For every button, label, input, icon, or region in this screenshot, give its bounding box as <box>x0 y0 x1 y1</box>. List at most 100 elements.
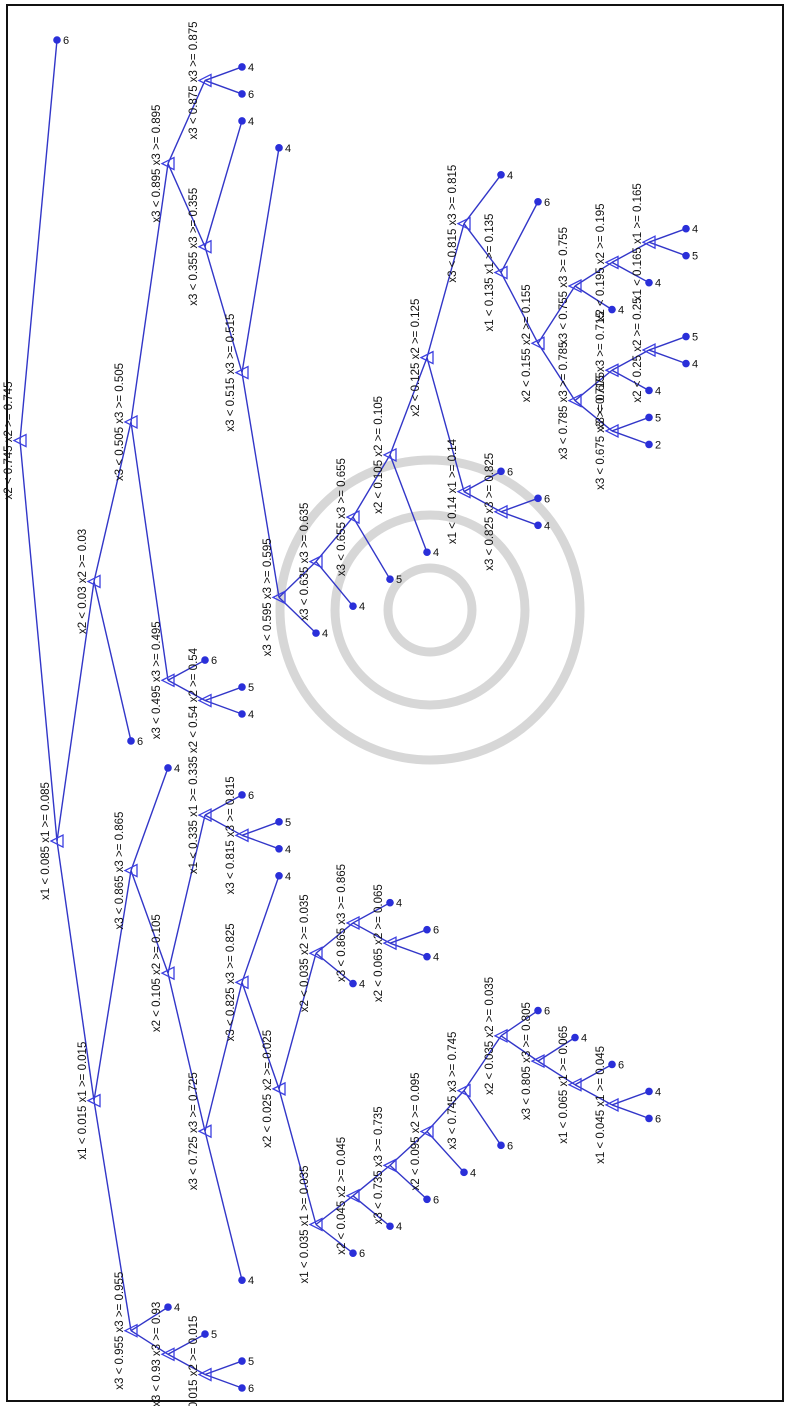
split-node-marker-41 <box>530 336 545 351</box>
split-node-label-24: x3 < 0.815 x3 >= 0.815 <box>225 776 237 894</box>
leaf-class-label-9: 6 <box>507 1140 513 1152</box>
leaf-node-marker-20 <box>275 845 283 853</box>
leaf-node-marker-3 <box>164 1303 172 1311</box>
leaf-class-label-49: 4 <box>248 62 254 74</box>
split-node-label-22: x2 < 0.065 x2 >= 0.065 <box>373 884 385 1002</box>
tree-edge <box>167 814 206 974</box>
leaf-node-marker-42 <box>682 251 690 260</box>
leaf-node-marker-31 <box>423 548 431 557</box>
leaf-node-marker-48 <box>238 90 246 98</box>
leaf-class-label-24: 6 <box>137 736 143 748</box>
split-node-label-8: x3 < 0.725 x3 >= 0.725 <box>188 1072 200 1190</box>
tree-edge <box>204 246 243 373</box>
leaf-node-marker-19 <box>275 871 283 880</box>
split-node-label-27: x3 < 0.495 x3 >= 0.495 <box>151 621 163 739</box>
split-node-label-0: x2 < 0.745 x2 >= 0.745 <box>3 382 15 500</box>
split-node-label-12: x2 < 0.045 x2 >= 0.045 <box>336 1137 348 1255</box>
tree-edge <box>537 285 576 344</box>
tree-edge <box>500 201 539 273</box>
tree-edge <box>130 163 169 423</box>
leaf-node-marker-37 <box>645 386 653 395</box>
split-node-label-18: x1 < 0.065 x1 >= 0.065 <box>558 1026 570 1144</box>
split-node-marker-24 <box>234 828 249 843</box>
tree-edge <box>204 1131 243 1281</box>
leaf-node-marker-1 <box>238 1357 246 1365</box>
split-node-marker-30 <box>197 239 212 254</box>
leaf-node-marker-39 <box>682 332 690 341</box>
split-node-marker-33 <box>308 554 323 569</box>
leaf-class-label-30: 5 <box>396 574 402 586</box>
split-node-marker-18 <box>567 1077 582 1092</box>
leaf-node-marker-8 <box>460 1168 468 1177</box>
tree-edge <box>426 1090 465 1132</box>
leaf-node-marker-12 <box>608 1060 616 1069</box>
split-node-marker-47 <box>604 255 619 270</box>
leaf-class-label-13: 4 <box>581 1033 587 1045</box>
leaf-class-label-28: 4 <box>322 628 328 640</box>
leaf-class-label-10: 6 <box>655 1113 661 1125</box>
split-node-label-30: x3 < 0.355 x3 >= 0.355 <box>188 188 200 306</box>
leaf-class-label-46: 4 <box>285 143 291 155</box>
tree-edge <box>241 147 280 373</box>
split-node-marker-27 <box>160 673 175 688</box>
tree-edge <box>537 342 576 401</box>
split-node-label-10: x2 < 0.025 x2 >= 0.025 <box>262 1030 274 1148</box>
leaf-class-label-8: 4 <box>470 1167 476 1179</box>
tree-edges <box>19 39 687 1389</box>
split-node-label-20: x2 < 0.035 x2 >= 0.035 <box>299 894 311 1012</box>
leaf-node-marker-23 <box>164 764 172 772</box>
tree-edge <box>352 516 391 580</box>
split-node-label-29: x3 < 0.895 x3 >= 0.895 <box>151 105 163 223</box>
leaf-class-label-17: 6 <box>433 925 439 937</box>
split-node-marker-49 <box>197 73 212 88</box>
split-node-label-37: x1 < 0.14 x1 >= 0.14 <box>447 438 459 544</box>
split-node-label-35: x2 < 0.105 x2 >= 0.105 <box>373 396 385 514</box>
split-node-label-36: x2 < 0.125 x2 >= 0.125 <box>410 299 422 417</box>
leaf-class-label-34: 6 <box>507 466 513 478</box>
leaf-class-label-50: 6 <box>63 35 69 47</box>
tree-edge <box>130 421 169 681</box>
split-node-marker-34 <box>345 510 360 525</box>
leaf-node-marker-15 <box>349 979 357 988</box>
leaf-node-marker-6 <box>386 1222 394 1231</box>
leaf-node-marker-43 <box>682 224 690 233</box>
leaf-node-marker-0 <box>238 1384 246 1392</box>
split-node-label-16: x2 < 0.035 x2 >= 0.035 <box>484 977 496 1095</box>
split-node-marker-45 <box>641 342 656 358</box>
leaf-class-label-19: 4 <box>285 871 291 883</box>
split-node-marker-25 <box>86 574 101 589</box>
split-node-marker-3 <box>123 1323 138 1338</box>
leaf-node-marker-33 <box>534 494 542 503</box>
leaf-class-label-14: 6 <box>544 1006 550 1018</box>
split-node-marker-5 <box>197 1367 212 1382</box>
leaf-class-label-31: 4 <box>433 547 439 559</box>
tree-edge <box>500 272 539 344</box>
split-node-marker-36 <box>419 350 434 365</box>
split-node-label-5: x2 < 0.015 x2 >= 0.015 <box>188 1316 200 1406</box>
leaf-class-label-36: 5 <box>655 412 661 424</box>
split-node-label-9: x3 < 0.825 x3 >= 0.825 <box>225 923 237 1041</box>
split-node-marker-44 <box>604 363 619 378</box>
leaf-node-marker-28 <box>312 629 320 637</box>
split-node-label-19: x1 < 0.045 x1 >= 0.045 <box>595 1046 607 1164</box>
leaf-node-marker-47 <box>238 117 246 125</box>
leaf-node-marker-22 <box>238 791 246 799</box>
tree-edge <box>241 372 280 598</box>
tree-edge <box>241 875 280 983</box>
leaf-class-label-4: 4 <box>248 1275 254 1287</box>
tree-edge <box>463 223 502 273</box>
split-node-label-38: x3 < 0.825 x3 >= 0.825 <box>484 453 496 571</box>
tree-edge <box>426 223 465 358</box>
split-node-marker-1 <box>49 833 64 849</box>
tree-edge <box>426 1130 465 1173</box>
leaf-class-label-3: 4 <box>174 1302 180 1314</box>
leaf-class-label-5: 6 <box>359 1248 365 1260</box>
leaf-node-marker-46 <box>275 144 283 152</box>
split-node-marker-48 <box>641 235 656 250</box>
leaf-class-label-38: 4 <box>692 359 698 371</box>
split-node-label-45: x2 < 0.25 x2 >= 0.25 <box>632 297 644 402</box>
tree-edge <box>204 982 243 1132</box>
leaf-class-label-27: 6 <box>211 655 217 667</box>
split-node-marker-9 <box>234 975 249 990</box>
